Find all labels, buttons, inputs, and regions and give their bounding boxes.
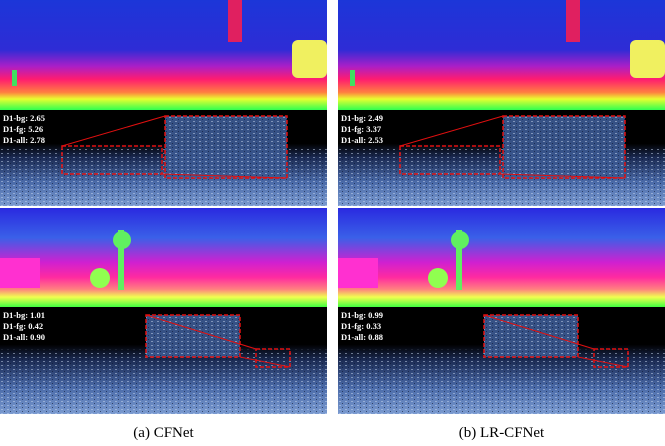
metric: D1-fg: 0.42 [3,321,43,331]
error-texture [0,350,327,414]
object [0,258,40,288]
zoom-texture [484,315,578,357]
metric: D1-all: 0.90 [3,332,45,342]
object [566,0,580,42]
object [113,231,131,249]
metric: D1-fg: 3.37 [341,124,382,134]
error-texture [338,350,665,414]
caption: (a) CFNet [133,425,194,441]
figure: D1-bg: 2.65D1-fg: 5.26D1-all: 2.78 D1-bg:… [0,0,665,446]
disparity-map [338,208,665,307]
object [228,0,242,42]
metric: D1-fg: 0.33 [341,321,381,331]
disparity-map [0,0,327,110]
object [338,258,378,288]
metric: D1-fg: 5.26 [3,124,43,134]
zoom-texture [146,315,240,357]
disparity-map [338,0,665,110]
metric: D1-all: 0.88 [341,332,383,342]
object [630,40,665,78]
metric: D1-bg: 1.01 [3,310,45,320]
caption: (b) LR-CFNet [459,425,545,441]
object [428,268,448,288]
metric: D1-bg: 0.99 [341,310,383,320]
object [90,268,110,288]
object [451,231,469,249]
object [350,70,355,86]
object [12,70,17,86]
metric: D1-bg: 2.49 [341,113,383,123]
metric: D1-all: 2.53 [341,135,383,145]
object [292,40,327,78]
zoom-texture [503,116,625,178]
zoom-texture [165,116,287,178]
disparity-map [0,208,327,307]
metric: D1-bg: 2.65 [3,113,45,123]
metric: D1-all: 2.78 [3,135,45,145]
